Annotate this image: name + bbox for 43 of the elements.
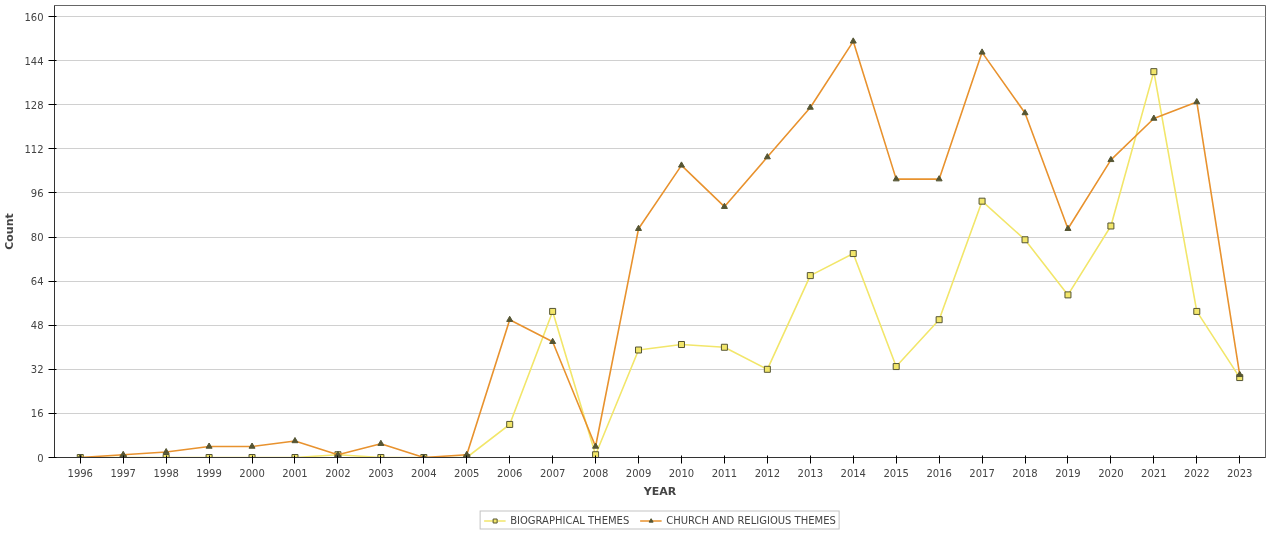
x-tick-label: 2000 [239, 467, 265, 479]
y-tick-label: 80 [30, 232, 44, 244]
y-tick-label: 128 [24, 99, 44, 111]
x-tick-label: 2021 [1141, 467, 1167, 479]
x-tick-label: 2003 [368, 467, 394, 479]
y-axis-title: Count [3, 213, 17, 250]
x-tick-label: 2009 [625, 467, 652, 479]
x-tick-label: 2006 [496, 467, 523, 479]
x-tick-label: 2018 [1012, 467, 1038, 479]
x-tick-label: 1997 [110, 467, 136, 479]
x-tick-label: 2007 [539, 467, 566, 479]
x-tick-label: 1996 [67, 467, 93, 479]
y-tick-label: 32 [30, 364, 44, 376]
x-tick-label: 2016 [926, 467, 952, 479]
x-axis-title: YEAR [642, 484, 677, 498]
y-tick-label: 160 [24, 11, 44, 23]
x-tick-label: 2005 [454, 467, 480, 479]
legend-label: CHURCH AND RELIGIOUS THEMES [666, 514, 836, 526]
x-tick-label: 2017 [969, 467, 995, 479]
x-tick-label: 1998 [153, 467, 179, 479]
x-tick-label: 2004 [411, 467, 437, 479]
y-tick-label: 0 [37, 452, 44, 464]
x-tick-label: 2019 [1055, 467, 1081, 479]
y-tick-label: 112 [24, 143, 44, 155]
x-tick-label: 2010 [668, 467, 695, 479]
x-tick-label: 2011 [711, 467, 738, 479]
legend-label: BIOGRAPHICAL THEMES [510, 514, 630, 526]
x-tick-label: 2015 [883, 467, 909, 479]
x-tick-label: 2023 [1227, 467, 1253, 479]
y-tick-label: 144 [24, 55, 44, 67]
y-tick-label: 96 [30, 187, 44, 199]
x-tick-label: 1999 [196, 467, 222, 479]
x-tick-label: 2013 [797, 467, 824, 479]
y-tick-label: 16 [30, 408, 44, 420]
x-tick-label: 2012 [754, 467, 781, 479]
x-tick-label: 2022 [1184, 467, 1210, 479]
x-tick-label: 2001 [282, 467, 308, 479]
x-tick-label: 2002 [325, 467, 351, 479]
x-tick-label: 2008 [582, 467, 609, 479]
x-tick-label: 2020 [1098, 467, 1124, 479]
x-tick-label: 2014 [840, 467, 866, 479]
y-tick-label: 48 [30, 320, 44, 332]
y-tick-label: 64 [30, 276, 44, 288]
